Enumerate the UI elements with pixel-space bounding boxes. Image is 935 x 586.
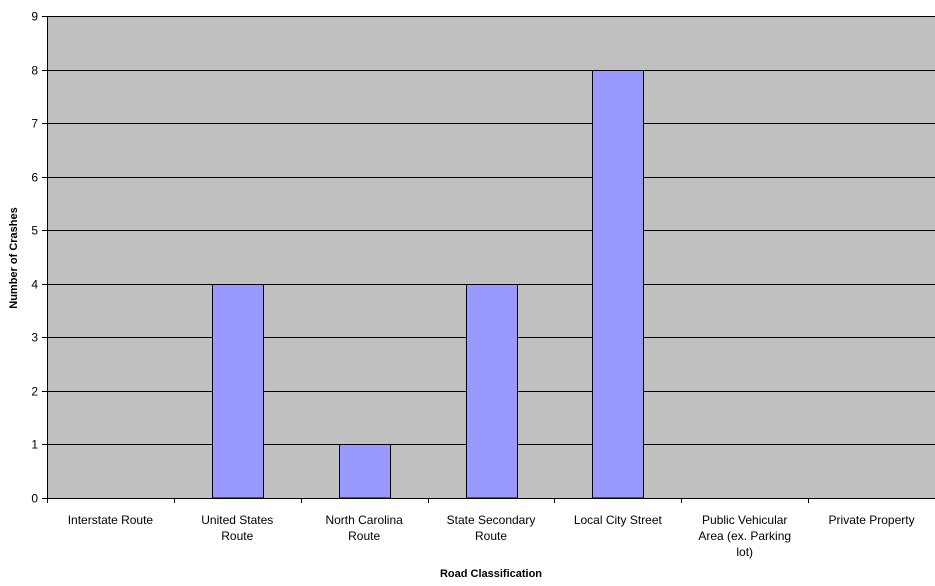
y-tick-label-6: 6 bbox=[31, 171, 38, 185]
y-tick-label-8: 8 bbox=[31, 64, 38, 78]
y-tick-label-1: 1 bbox=[31, 438, 38, 452]
y-axis-title: Number of Crashes bbox=[8, 207, 20, 308]
y-tick-label-2: 2 bbox=[31, 385, 38, 399]
y-tick-labels: 0 1 2 3 4 5 6 7 8 9 bbox=[31, 10, 38, 506]
y-tick-label-4: 4 bbox=[31, 278, 38, 292]
x-tick-label-1: Interstate Route bbox=[68, 513, 154, 527]
y-tick-label-0: 0 bbox=[31, 492, 38, 506]
y-tick-label-5: 5 bbox=[31, 224, 38, 238]
x-tick-label-3: North Carolina Route bbox=[325, 513, 403, 543]
x-axis-title: Road Classification bbox=[440, 568, 542, 580]
x-tick-label-5: Local City Street bbox=[574, 513, 663, 527]
y-tick-label-9: 9 bbox=[31, 10, 38, 24]
x-tick-label-2: United States Route bbox=[201, 513, 273, 543]
x-tick-label-7: Private Property bbox=[829, 513, 915, 527]
bar-5 bbox=[592, 70, 644, 499]
y-tick-label-3: 3 bbox=[31, 331, 38, 345]
x-tick-labels: Interstate Route United States Route North … bbox=[68, 513, 915, 559]
axes bbox=[42, 16, 935, 503]
bar-3 bbox=[339, 444, 391, 499]
x-tick-label-4: State Secondary Route bbox=[447, 513, 536, 543]
bar-2 bbox=[212, 284, 264, 499]
bars bbox=[212, 70, 644, 499]
bar-4 bbox=[466, 284, 518, 499]
y-tick-label-7: 7 bbox=[31, 117, 38, 131]
x-tick-label-6: Public Vehicular Area (ex. Parking lot) bbox=[698, 513, 791, 559]
